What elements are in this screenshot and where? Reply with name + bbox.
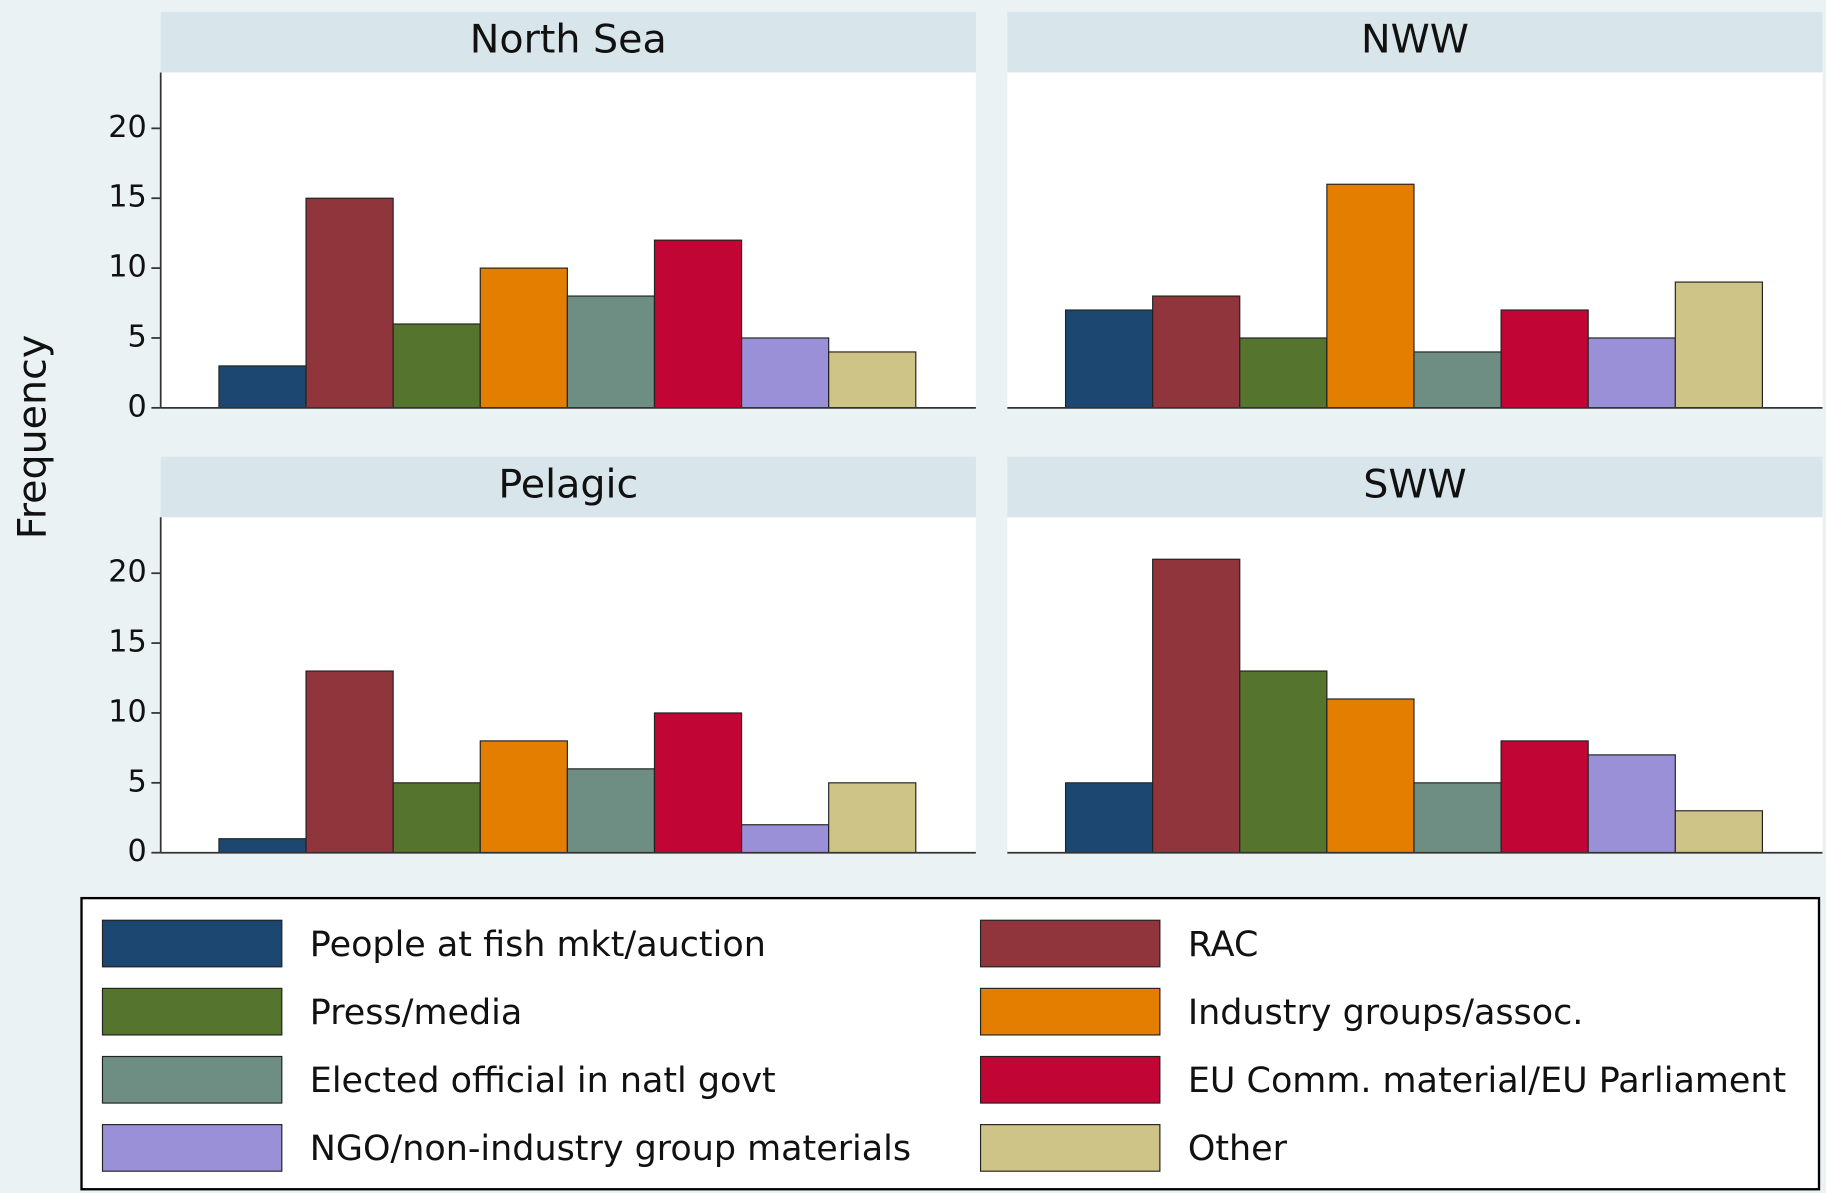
bar bbox=[1326, 698, 1415, 854]
legend-swatch bbox=[101, 987, 283, 1036]
panel-title: NWW bbox=[1361, 17, 1469, 63]
bar bbox=[1152, 295, 1241, 409]
bar bbox=[392, 782, 481, 854]
bar bbox=[828, 782, 917, 854]
y-tick-label: 15 bbox=[108, 625, 147, 660]
legend bbox=[80, 896, 1821, 1191]
bar bbox=[479, 740, 568, 854]
panel-header bbox=[160, 11, 976, 73]
y-axis-label: Frequency bbox=[9, 335, 55, 539]
legend-label: Industry groups/assoc. bbox=[1188, 993, 1584, 1033]
bar bbox=[1500, 309, 1589, 409]
bar bbox=[218, 838, 307, 854]
bar bbox=[1239, 337, 1328, 409]
legend-swatch bbox=[979, 919, 1161, 968]
bar bbox=[740, 337, 830, 409]
legend-swatch bbox=[979, 1124, 1161, 1172]
y-tick-label: 0 bbox=[127, 834, 146, 869]
bar bbox=[1500, 740, 1589, 854]
bar bbox=[566, 295, 656, 409]
legend-label: People at fish mkt/auction bbox=[310, 925, 766, 965]
bar bbox=[305, 197, 394, 409]
bar bbox=[1587, 754, 1676, 854]
bar bbox=[1152, 558, 1241, 854]
bar bbox=[1674, 810, 1763, 854]
y-tick-label: 5 bbox=[127, 764, 146, 799]
y-tick-label: 10 bbox=[108, 250, 147, 285]
panel-title: SWW bbox=[1363, 462, 1466, 508]
bar bbox=[1064, 309, 1154, 409]
bar bbox=[1326, 183, 1415, 409]
legend-swatch bbox=[101, 919, 283, 968]
panel-title: North Sea bbox=[470, 17, 667, 63]
legend-label: EU Comm. material/EU Parliament bbox=[1188, 1061, 1786, 1101]
bar bbox=[740, 824, 830, 854]
panel-header bbox=[1007, 456, 1823, 518]
legend-swatch bbox=[101, 1055, 283, 1104]
legend-swatch bbox=[979, 1055, 1161, 1104]
legend-swatch bbox=[101, 1124, 283, 1172]
bar bbox=[653, 239, 743, 409]
legend-swatch bbox=[979, 987, 1161, 1036]
panel-header bbox=[160, 456, 976, 518]
y-tick-label: 15 bbox=[108, 180, 147, 215]
bar bbox=[1413, 351, 1502, 409]
y-tick-label: 0 bbox=[127, 389, 146, 424]
y-tick-label: 20 bbox=[108, 555, 147, 590]
bar bbox=[218, 365, 307, 409]
legend-label: Press/media bbox=[310, 993, 522, 1033]
legend-label: RAC bbox=[1188, 925, 1259, 965]
y-tick-label: 5 bbox=[127, 319, 146, 354]
y-tick-label: 10 bbox=[108, 694, 147, 729]
legend-label: Other bbox=[1188, 1129, 1288, 1169]
bar bbox=[1587, 337, 1676, 409]
bar bbox=[1064, 782, 1154, 854]
bar bbox=[653, 712, 743, 854]
legend-label: NGO/non-industry group materials bbox=[310, 1129, 911, 1169]
bar bbox=[305, 670, 394, 854]
panel-title: Pelagic bbox=[498, 462, 638, 508]
bar bbox=[1413, 782, 1502, 854]
panel-header bbox=[1007, 11, 1823, 73]
bar bbox=[566, 768, 656, 854]
legend-label: Elected official in natl govt bbox=[310, 1061, 776, 1101]
bar bbox=[1239, 670, 1328, 854]
y-tick-label: 20 bbox=[108, 110, 147, 145]
bar bbox=[479, 267, 568, 409]
bar bbox=[1674, 281, 1763, 409]
bar bbox=[392, 323, 481, 409]
bar bbox=[828, 351, 917, 409]
